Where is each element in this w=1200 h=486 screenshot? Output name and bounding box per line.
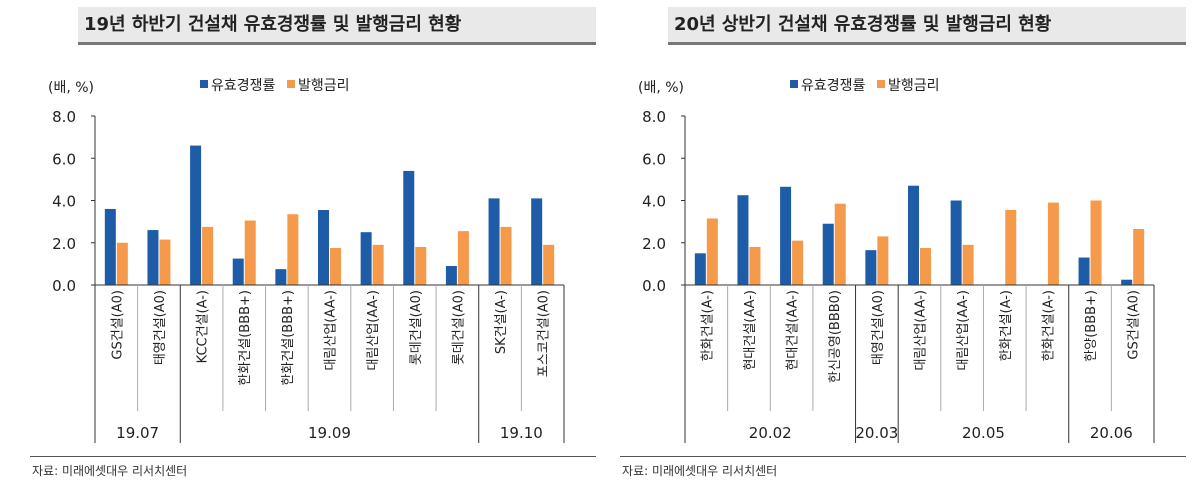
bar-competition [950,200,962,285]
chart-right: (배, %) 유효경쟁률 발행금리 0.0 2.0 4.0 6.0 8.0 한화건설(A-) 현대… [638,78,1155,443]
chart-title-left: 19년 하반기 건설채 유효경쟁률 및 발행금리 현황 [78,7,596,45]
chart-title-right: 20년 상반기 건설채 유효경쟁률 및 발행금리 현황 [668,7,1186,45]
bar-competition [780,186,792,285]
bar-competition [531,198,543,285]
legend-swatch-1 [877,80,885,88]
bar-rate [877,236,889,285]
category-label: 현대건설(AA-) [743,290,758,371]
bar-competition [908,185,919,285]
category-label: GS건설(A0) [110,290,125,360]
unit-label: (배, %) [638,80,684,96]
y-tick-label: 8.0 [642,108,666,126]
bar-rate [834,203,846,285]
category-label: 한화건설(A-) [1041,290,1056,361]
group-label: 20.05 [962,424,1005,442]
bar-competition [360,232,372,285]
category-label: 대림산업(AA-) [366,290,381,371]
bar-rate [415,246,427,285]
bar-competition [318,210,329,285]
bar-rate [159,239,171,285]
bar-competition [104,208,116,285]
bar-competition [865,250,877,285]
bar-rate [1133,229,1145,285]
category-label: 한화건설(A-) [700,290,715,361]
bar-rate [202,226,214,285]
group-label: 20.02 [749,424,792,442]
group-label: 20.03 [855,424,898,442]
y-tick-label: 4.0 [642,193,666,211]
category-label: 대림산업(AA-) [956,290,971,371]
category-label: GS건설(A0) [1127,290,1142,360]
category-label: SK건설(A-) [494,290,509,354]
source-note-right: 자료: 미래에셋대우 리서치센터 [622,464,778,478]
y-tick-label: 0.0 [642,277,666,295]
bar-rate [330,248,341,285]
category-label: 롯데건설(A0) [451,290,466,365]
category-label: 태영건설(A0) [153,290,168,365]
category-label: 한화건설(BBB+) [238,290,253,386]
category-label: 태영건설(A0) [871,290,886,365]
category-label: 포스코건설(A0) [537,290,552,377]
category-label: 현대건설(AA-) [786,290,801,371]
legend-label-1: 발행금리 [298,78,350,94]
bar-competition [737,195,749,285]
legend-swatch-0 [790,80,798,88]
bar-rate [706,218,718,285]
source-divider-left [30,456,596,457]
category-label: 한화건설(BBB+) [281,290,296,386]
bar-rate [372,244,384,285]
y-tick-label: 4.0 [52,193,76,211]
bar-competition [1121,279,1133,285]
bar-rate [792,240,804,285]
bar-rate [457,231,469,285]
y-tick-label: 2.0 [642,235,666,253]
bar-competition [232,258,244,285]
bar-rate [116,242,128,285]
bar-competition [822,223,834,285]
legend-label-1: 발행금리 [888,78,940,94]
bar-competition [147,230,159,285]
bar-rate [1005,210,1017,285]
category-label: 대림산업(AA-) [914,290,929,371]
group-label: 19.09 [308,424,351,442]
bar-competition [190,145,202,285]
bar-competition [1078,257,1090,285]
category-label: 대림산업(AA-) [324,290,339,371]
y-tick-label: 0.0 [52,277,76,295]
y-tick-label: 2.0 [52,235,76,253]
category-label: 롯데건설(A0) [409,290,424,365]
bar-rate [962,244,974,285]
bar-competition [445,265,457,285]
group-label: 20.06 [1090,424,1133,442]
legend-swatch-1 [287,80,295,88]
y-tick-label: 8.0 [52,108,76,126]
bar-competition [403,170,415,285]
legend-label-0: 유효경쟁률 [801,78,866,94]
bar-rate [920,248,931,285]
group-label: 19.07 [116,424,159,442]
bar-competition [488,198,500,285]
category-label: 한신공영(BBB0) [828,290,843,383]
category-label: KCC건설(A-) [196,290,211,363]
legend-swatch-0 [200,80,208,88]
chart-left: (배, %) 유효경쟁률 발행금리 0.0 2.0 4.0 6.0 8.0 GS건설(A0) 태영… [48,78,565,443]
category-label: 한양(BBB+) [1084,290,1099,362]
bar-competition [275,269,287,285]
unit-label: (배, %) [48,80,94,96]
bar-rate [1090,200,1102,285]
source-divider-right [620,456,1186,457]
y-tick-label: 6.0 [642,150,666,168]
bar-rate [500,226,512,285]
bar-rate [287,214,299,285]
bar-rate [543,244,555,285]
bar-competition [694,253,706,285]
source-note-left: 자료: 미래에셋대우 리서치센터 [32,464,188,478]
bar-rate [244,220,256,285]
bar-rate [749,246,761,285]
category-label: 한화건설(A-) [999,290,1014,361]
bar-rate [1047,202,1059,285]
legend-label-0: 유효경쟁률 [211,78,276,94]
y-tick-label: 6.0 [52,150,76,168]
group-label: 19.10 [500,424,543,442]
